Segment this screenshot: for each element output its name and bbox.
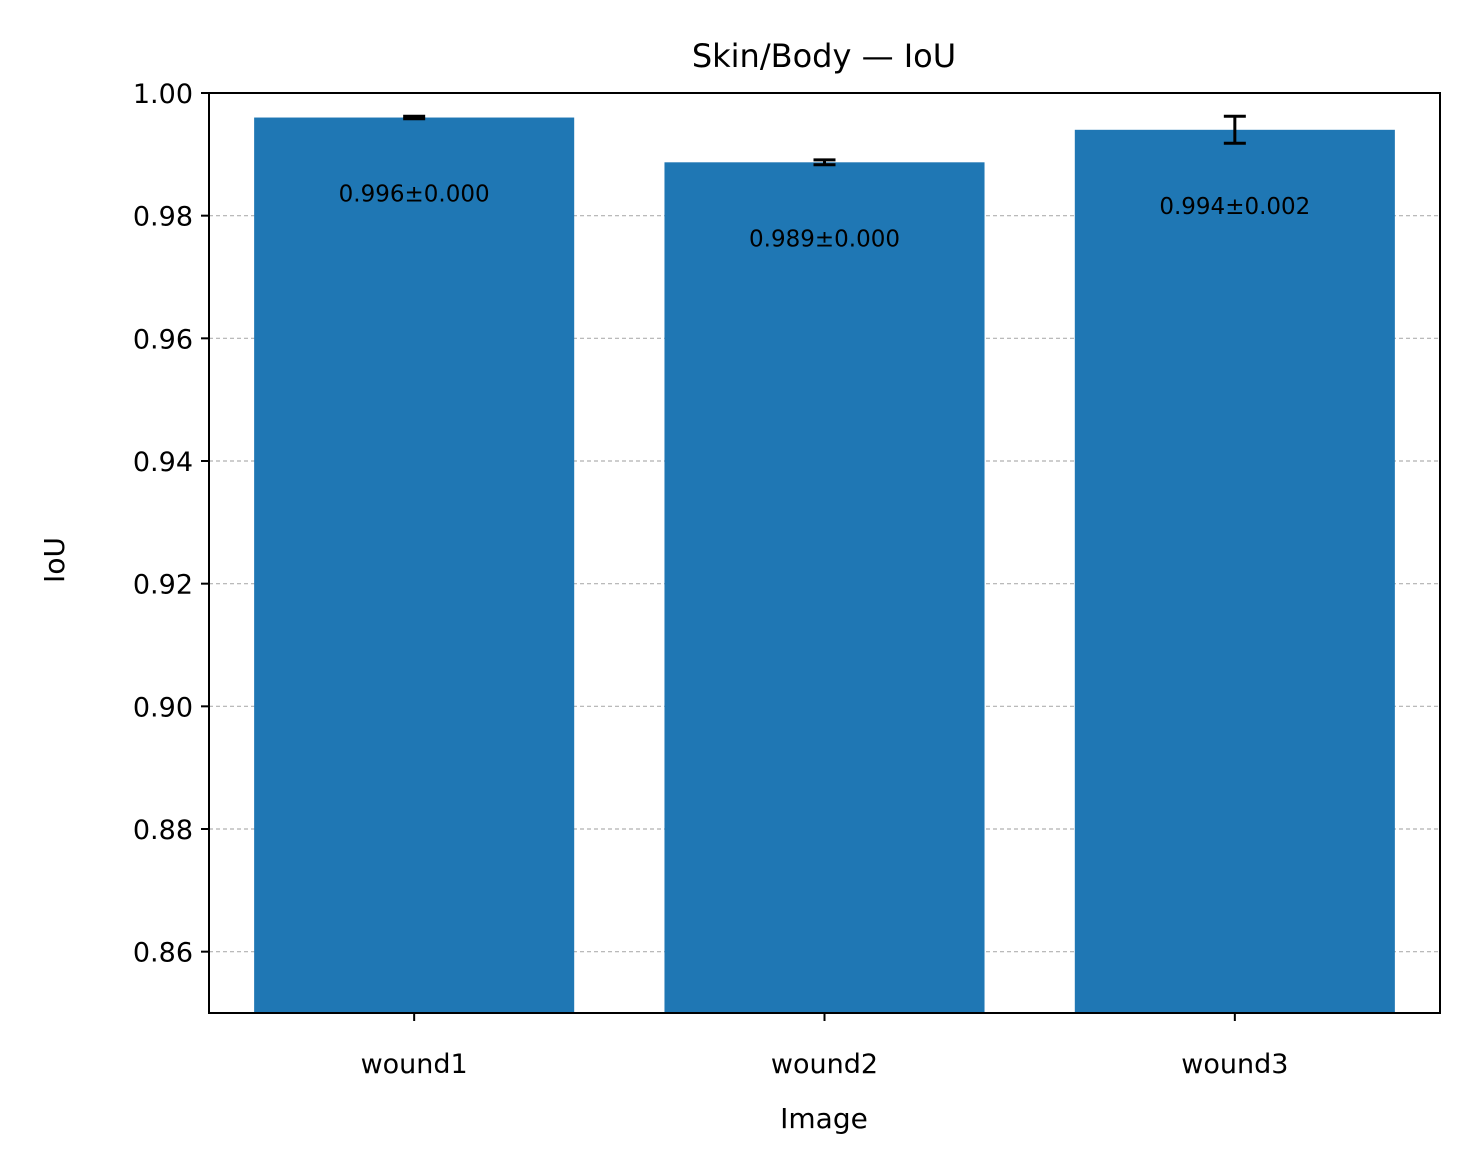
data-labels: 0.996±0.000 0.989±0.000 0.994±0.002 xyxy=(339,182,1311,253)
bar-wound1 xyxy=(254,117,575,1014)
x-tick-label: wound3 xyxy=(1181,1049,1288,1080)
chart-title: Skin/Body — IoU xyxy=(692,37,956,75)
bars xyxy=(254,117,1395,1014)
bar-wound3 xyxy=(1074,129,1395,1014)
bar-wound2 xyxy=(664,162,985,1014)
x-tick-label: wound2 xyxy=(771,1049,878,1080)
y-tick-label: 0.96 xyxy=(133,324,193,355)
y-tick-label: 0.88 xyxy=(133,815,193,846)
error-bar-wound2 xyxy=(813,158,836,167)
y-tick-label: 0.92 xyxy=(133,570,193,601)
x-tick-label: wound1 xyxy=(361,1049,468,1080)
y-tick-label: 0.98 xyxy=(133,202,193,233)
y-axis-label: IoU xyxy=(38,537,71,583)
error-bars xyxy=(403,114,1246,167)
x-axis-label: Image xyxy=(780,1102,868,1135)
data-label-wound1: 0.996±0.000 xyxy=(339,182,490,208)
y-tick-label: 0.86 xyxy=(133,938,193,969)
y-tick-label: 1.00 xyxy=(133,79,193,110)
y-axis-ticks: 0.86 0.88 0.90 0.92 0.94 0.96 0.98 1.00 xyxy=(133,79,209,969)
data-label-wound2: 0.989±0.000 xyxy=(749,226,900,252)
y-tick-label: 0.90 xyxy=(133,692,193,723)
x-axis-ticks: wound1 wound2 wound3 xyxy=(361,1013,1288,1080)
data-label-wound3: 0.994±0.002 xyxy=(1159,194,1310,220)
y-tick-label: 0.94 xyxy=(133,447,193,478)
error-bar-wound1 xyxy=(403,114,426,121)
error-bar-wound3 xyxy=(1223,114,1246,145)
